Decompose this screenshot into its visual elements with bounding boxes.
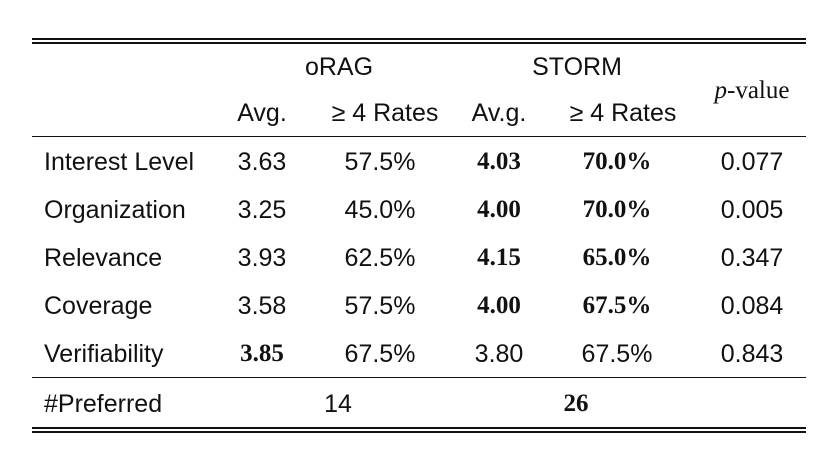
- cell-pvalue: 0.084: [720, 292, 784, 320]
- bottom-rule: [32, 427, 806, 429]
- cell-storm-rate: 67.5%: [581, 340, 653, 368]
- cell-storm-rate: 70.0%: [582, 148, 652, 175]
- cell-orag-avg: 3.63: [237, 148, 287, 176]
- subheader-storm-rates: ≥ 4 Rates: [569, 99, 677, 127]
- cell-orag-avg: 3.93: [237, 244, 287, 272]
- cell-pvalue: 0.843: [720, 340, 784, 368]
- row-label: Coverage: [44, 292, 153, 320]
- top-rule-inner: [32, 42, 806, 44]
- cell-orag-rate: 45.0%: [344, 196, 416, 224]
- cell-orag-rate: 57.5%: [344, 148, 416, 176]
- row-label: Organization: [44, 196, 186, 224]
- cell-storm-avg: 3.80: [474, 340, 524, 368]
- cell-pvalue: 0.347: [720, 244, 784, 272]
- header-pvalue: p-value: [715, 76, 790, 106]
- cell-storm-rate: 67.5%: [582, 292, 652, 319]
- header-rule: [32, 136, 806, 137]
- cell-orag-avg: 3.58: [237, 292, 287, 320]
- top-rule: [32, 38, 806, 40]
- cell-storm-rate: 65.0%: [582, 244, 652, 271]
- cell-orag-rate: 62.5%: [344, 244, 416, 272]
- cell-storm-rate: 70.0%: [582, 196, 652, 223]
- cell-pvalue: 0.005: [720, 196, 784, 224]
- pvalue-italic: p: [714, 77, 728, 104]
- row-label: Relevance: [44, 244, 163, 272]
- header-storm: STORM: [532, 53, 622, 81]
- cell-storm-avg: 4.03: [477, 148, 521, 175]
- subheader-orag-rates: ≥ 4 Rates: [331, 99, 439, 127]
- cell-orag-avg: 3.25: [237, 196, 287, 224]
- cell-orag-rate: 57.5%: [344, 292, 416, 320]
- pvalue-rest: -value: [727, 77, 790, 104]
- cell-orag-avg: 3.85: [240, 340, 284, 367]
- bottom-rule-inner: [32, 431, 806, 433]
- preferred-storm: 26: [563, 390, 589, 417]
- cell-storm-avg: 4.15: [477, 244, 521, 271]
- cell-pvalue: 0.077: [720, 148, 784, 176]
- row-label: Interest Level: [44, 148, 195, 176]
- subheader-orag-avg: Avg.: [237, 99, 287, 127]
- cell-storm-avg: 4.00: [477, 196, 521, 223]
- cell-orag-rate: 67.5%: [344, 340, 416, 368]
- preferred-rule: [32, 377, 806, 378]
- preferred-orag: 14: [324, 390, 352, 418]
- subheader-storm-avg: Av.g.: [471, 99, 527, 127]
- row-label: Verifiability: [44, 340, 164, 368]
- header-orag: oRAG: [304, 53, 374, 81]
- cell-storm-avg: 4.00: [477, 292, 521, 319]
- preferred-label: #Preferred: [44, 390, 163, 418]
